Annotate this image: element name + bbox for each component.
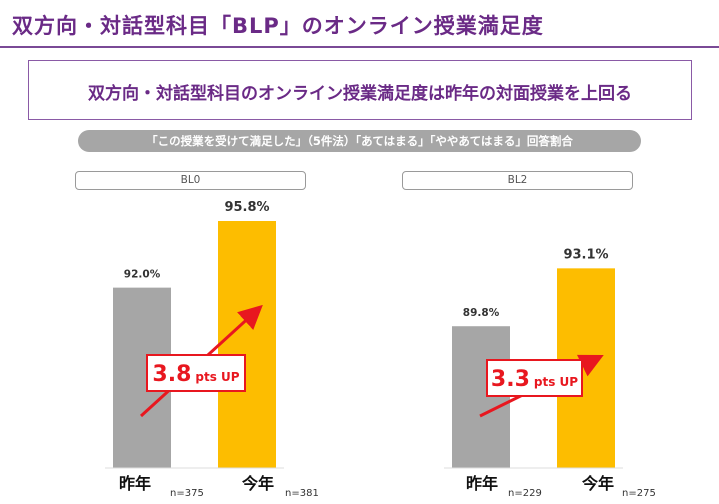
panel-label-bl2: BL2 xyxy=(402,171,633,190)
value-label-bl2-1: 93.1% xyxy=(563,247,608,262)
bar-bl0-1 xyxy=(218,221,276,468)
headline-box: 双方向・対話型科目のオンライン授業満足度は昨年の対面授業を上回る xyxy=(28,60,692,120)
value-label-bl0-1: 95.8% xyxy=(224,200,269,215)
delta-label-bl0: 3.8 pts UP xyxy=(152,362,239,387)
page-title: 双方向・対話型科目「BLP」のオンライン授業満足度 xyxy=(12,14,544,38)
headline-text: 双方向・対話型科目のオンライン授業満足度は昨年の対面授業を上回る xyxy=(88,84,632,104)
delta-unit-bl0: pts UP xyxy=(195,370,239,384)
survey-question-banner: 「この授業を受けて満足した」（5件法）「あてはまる」「ややあてはまる」回答割合 xyxy=(78,130,641,152)
n-label-bl2-1: n=275 xyxy=(622,488,656,499)
value-label-bl2-0: 89.8% xyxy=(463,307,500,319)
category-label-bl2-1: 今年 xyxy=(581,474,614,493)
value-label-bl0-0: 92.0% xyxy=(124,269,161,281)
category-label-bl0-1: 今年 xyxy=(241,474,274,493)
delta-label-bl2: 3.3 pts UP xyxy=(491,367,578,392)
n-label-bl2-0: n=229 xyxy=(508,488,542,499)
category-label-bl0-0: 昨年 xyxy=(119,474,151,493)
delta-value-bl2: 3.3 xyxy=(491,367,530,392)
delta-box-bl0 xyxy=(146,354,246,392)
n-label-bl0-0: n=375 xyxy=(170,488,204,499)
bar-bl2-0 xyxy=(452,326,510,468)
delta-unit-bl2: pts UP xyxy=(534,375,578,389)
title-divider xyxy=(0,46,719,48)
delta-box-bl2 xyxy=(486,359,583,397)
n-label-bl0-1: n=381 xyxy=(285,488,319,499)
panel-label-bl0: BL0 xyxy=(75,171,306,190)
delta-value-bl0: 3.8 xyxy=(152,362,191,387)
category-label-bl2-0: 昨年 xyxy=(466,474,498,493)
